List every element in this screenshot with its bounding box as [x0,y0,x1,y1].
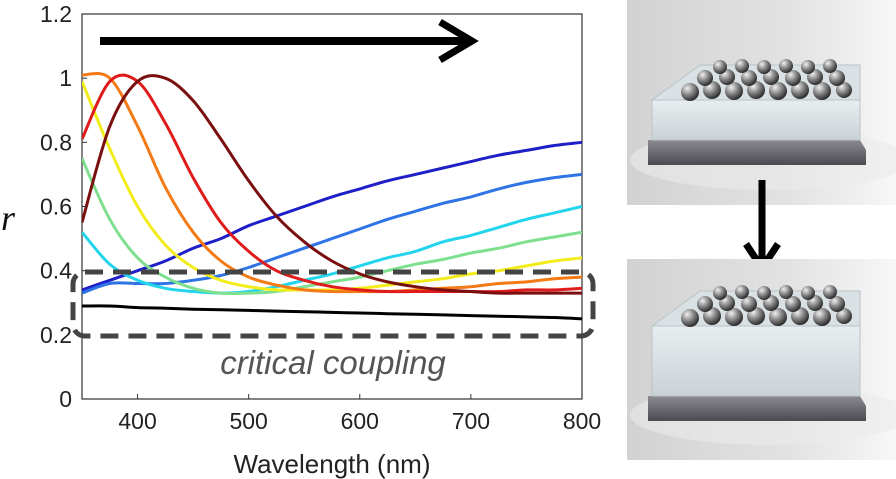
x-tick-label: 500 [229,408,267,434]
x-axis-label: Wavelength (nm) [234,449,431,479]
plot-area: 400 500 600 700 800 0 0.2 0.4 0.6 0.8 1 1.2 critic… [1,1,601,479]
critical-coupling-box [70,269,596,339]
series-line-blue [82,140,582,292]
y-tick-label: 0.2 [40,322,72,348]
y-tick-label: 0.6 [40,194,72,220]
series-line-yellow [82,80,582,292]
axes-frame [81,13,583,400]
nanoparticle-layer-top [681,59,852,101]
series-layer [82,72,582,321]
series-line-green [82,157,582,296]
shift-arrow [100,18,479,64]
after-image [627,259,896,460]
nanoparticle-layer-bottom [681,285,852,327]
series-line-red [82,73,582,294]
y-ticks: 0 0.2 0.4 0.6 0.8 1 1.2 [40,1,87,412]
x-ticks: 400 500 600 700 800 [118,394,601,434]
y-axis-label: r [1,198,16,238]
y-tick-label: 0 [59,386,72,412]
before-image [627,0,896,205]
series-line-dark-red [82,74,582,295]
critical-coupling-label: critical coupling [220,344,446,381]
y-tick-label: 1.2 [40,1,72,27]
series-line-orange [82,72,582,294]
y-tick-label: 0.4 [40,258,72,284]
series-line-cyan [82,205,582,295]
series-line-black [82,304,582,321]
x-tick-label: 400 [118,408,156,434]
x-tick-label: 700 [452,408,490,434]
x-tick-label: 600 [341,408,379,434]
y-tick-label: 0.8 [40,129,72,155]
x-tick-label: 800 [563,408,601,434]
series-line-mid-blue [82,172,582,295]
y-tick-label: 1 [59,65,72,91]
